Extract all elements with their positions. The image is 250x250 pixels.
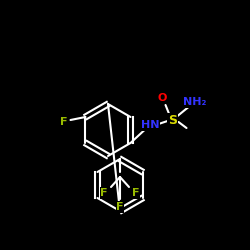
Text: F: F [60,117,67,127]
Text: S: S [168,114,177,126]
Text: NH₂: NH₂ [183,97,206,107]
Text: F: F [116,202,124,212]
Text: O: O [158,93,167,103]
Text: F: F [100,188,108,198]
Text: F: F [132,188,140,198]
Text: HN: HN [141,120,160,130]
